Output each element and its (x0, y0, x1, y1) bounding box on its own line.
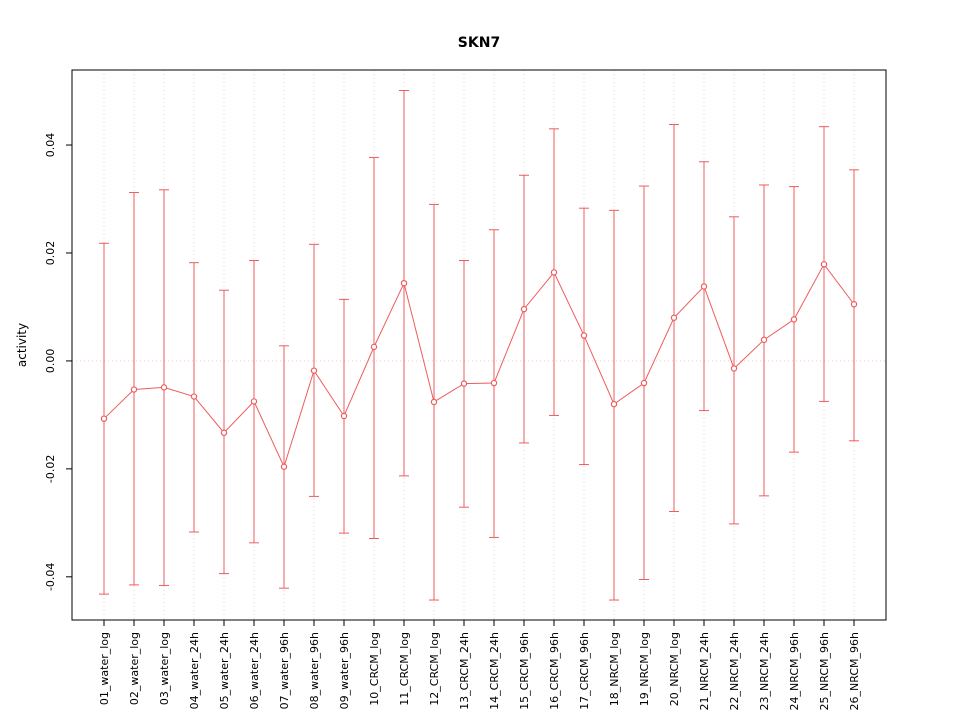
data-point (820, 261, 828, 268)
x-tick-label: 19_NRCM_log (638, 632, 651, 706)
data-point (250, 398, 258, 405)
y-axis-title: activity (15, 323, 29, 367)
y-tick-label: 0.00 (44, 349, 57, 374)
x-tick-label: 10_CRCM_log (368, 632, 381, 706)
data-point (430, 398, 438, 406)
x-tick-label: 18_NRCM_log (608, 632, 621, 706)
data-point (130, 386, 138, 393)
data-point (310, 367, 318, 374)
x-tick-label: 11_CRCM_log (398, 632, 411, 706)
data-point (280, 463, 288, 470)
x-tick-label: 12_CRCM_log (428, 632, 441, 706)
y-tick-label: 0.02 (44, 241, 57, 266)
axis-layer: -0.04 -0.02 0.00 0.02 0.04 01_water_log 02_wat… (44, 133, 861, 711)
x-tick-label: 21_NRCM_24h (698, 632, 711, 710)
data-point (670, 314, 678, 321)
data-point (700, 283, 708, 290)
data-point (100, 415, 108, 422)
x-tick-label: 09_water_96h (338, 632, 351, 709)
data-point (850, 301, 858, 308)
data-point (370, 343, 378, 351)
x-tick-label: 20_NRCM_log (668, 632, 681, 706)
x-tick-label: 22_NRCM_24h (728, 632, 741, 710)
data-point (190, 393, 198, 400)
y-tick-label: 0.04 (44, 133, 57, 158)
data-point (730, 365, 738, 372)
x-tick-label: 24_NRCM_96h (788, 632, 801, 710)
x-tick-label: 26_NRCM_96h (848, 632, 861, 710)
y-tick-label: -0.04 (44, 563, 57, 591)
series-line (103, 263, 855, 469)
y-tick-label: -0.02 (44, 455, 57, 483)
data-point (640, 379, 648, 387)
x-tick-label: 23_NRCM_24h (758, 632, 771, 710)
x-tick-label: 08_water_96h (308, 632, 321, 709)
data-point (520, 305, 528, 313)
data-point (760, 336, 768, 344)
x-tick-label: 14_CRCM_24h (488, 632, 501, 710)
x-tick-label: 05_water_24h (218, 632, 231, 709)
data-layer (99, 90, 859, 601)
data-point (340, 412, 348, 420)
data-point (400, 279, 408, 287)
data-point (160, 384, 168, 391)
data-point (460, 380, 468, 387)
data-point (790, 316, 798, 323)
x-tick-label: 04_water_24h (188, 632, 201, 709)
x-tick-label: 06_water_24h (248, 632, 261, 709)
plot-frame-layer (71, 69, 887, 621)
x-tick-label: 17_CRCM_96h (578, 632, 591, 710)
data-point (220, 429, 228, 436)
x-tick-label: 07_water_96h (278, 632, 291, 709)
data-point (580, 332, 588, 339)
data-point (550, 269, 558, 276)
x-tick-label: 02_water_log (128, 632, 141, 705)
x-tick-label: 03_water_log (158, 632, 171, 705)
x-tick-label: 01_water_log (98, 632, 111, 705)
x-tick-label: 25_NRCM_96h (818, 632, 831, 710)
x-tick-label: 16_CRCM_96h (548, 632, 561, 710)
x-tick-label: 15_CRCM_96h (518, 632, 531, 710)
x-tick-label: 13_CRCM_24h (458, 632, 471, 710)
data-point (490, 379, 498, 387)
data-point (610, 400, 618, 408)
plot-border (71, 69, 887, 621)
chart-title: SKN7 (458, 35, 500, 51)
